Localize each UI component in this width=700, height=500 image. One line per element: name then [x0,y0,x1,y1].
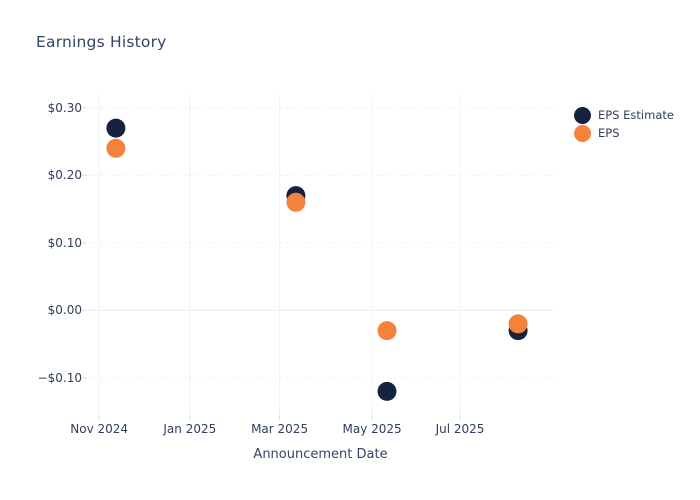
y-tick-label: $0.10 [47,235,82,250]
legend-marker-icon [574,106,591,124]
data-point-eps[interactable] [508,314,528,334]
data-point-eps-estimate[interactable] [377,381,397,401]
x-axis-title: Announcement Date [253,447,388,462]
x-tick-label: Jan 2025 [163,422,217,436]
data-point-eps-estimate[interactable] [106,118,126,138]
y-tick-label: $0.20 [47,168,82,183]
legend-marker-icon [574,124,591,142]
data-point-eps[interactable] [286,192,306,212]
x-tick-label: May 2025 [342,422,402,436]
data-point-eps[interactable] [377,321,397,341]
y-tick-label: $0.30 [47,100,82,115]
legend-item-eps[interactable]: EPS [574,124,674,142]
legend-label: EPS [598,126,620,140]
x-tick-label: Jul 2025 [435,422,485,436]
x-tick-label: Mar 2025 [251,422,309,436]
y-tick-label: −$0.10 [37,370,82,385]
x-tick-label: Nov 2024 [70,422,129,436]
legend-item-eps-estimate[interactable]: EPS Estimate [574,106,674,124]
legend: EPS Estimate EPS [574,106,674,142]
y-tick-label: $0.00 [47,303,82,318]
data-point-eps[interactable] [106,138,126,158]
legend-label: EPS Estimate [598,108,674,122]
chart-title: Earnings History [36,33,167,51]
